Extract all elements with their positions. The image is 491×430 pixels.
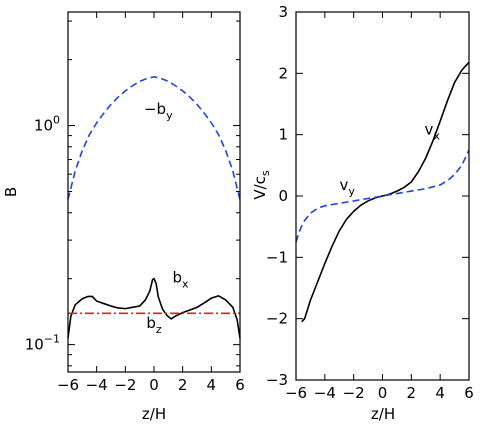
x-tick-label: −6 bbox=[57, 376, 79, 394]
right-x-axis-title: z/H bbox=[371, 405, 395, 423]
annotation-vy_label: vy bbox=[339, 176, 355, 198]
x-tick-label: 0 bbox=[378, 384, 388, 402]
x-tick-label: −2 bbox=[343, 384, 365, 402]
annotation-vx_label: vx bbox=[425, 121, 441, 143]
x-tick-label: −6 bbox=[285, 384, 307, 402]
x-tick-label: 6 bbox=[235, 376, 245, 394]
x-tick-label: 6 bbox=[464, 384, 474, 402]
x-tick-label: 0 bbox=[149, 376, 159, 394]
left-axis-ticks: −6 −4 −2 0 2 4 6 10−1 100 bbox=[25, 12, 245, 394]
annotation-bx_label: bx bbox=[172, 269, 189, 291]
right-y-axis-title: V/cs bbox=[251, 170, 272, 200]
series-vy-line bbox=[295, 149, 470, 243]
series-vx-line bbox=[301, 61, 470, 323]
y-tick-label: 100 bbox=[34, 114, 60, 135]
right-series-layer: vx vy bbox=[295, 61, 470, 323]
left-x-axis-title: z/H bbox=[142, 405, 166, 423]
left-y-axis-title: B bbox=[2, 187, 20, 197]
annotation-neg_by_label: −by bbox=[144, 100, 173, 122]
annotation-bz_label: bz bbox=[146, 314, 162, 336]
y-tick-label: −3 bbox=[266, 371, 288, 389]
y-tick-label: 10−1 bbox=[25, 333, 60, 354]
y-tick-label: 1 bbox=[278, 126, 288, 144]
left-series-layer: −by bx bz bbox=[67, 75, 241, 339]
x-tick-label: 2 bbox=[178, 376, 188, 394]
y-tick-label: −2 bbox=[266, 310, 288, 328]
x-tick-label: −4 bbox=[314, 384, 336, 402]
series-neg_by-line bbox=[67, 75, 241, 200]
x-tick-label: 2 bbox=[407, 384, 417, 402]
y-tick-label: 0 bbox=[278, 187, 288, 205]
x-tick-label: −4 bbox=[86, 376, 108, 394]
y-tick-label: 2 bbox=[278, 64, 288, 82]
x-tick-label: 4 bbox=[435, 384, 445, 402]
x-tick-label: 4 bbox=[207, 376, 217, 394]
right-y-axis-title-main: V/c bbox=[251, 176, 269, 200]
y-tick-label: −1 bbox=[266, 248, 288, 266]
series-bx-line bbox=[67, 277, 241, 339]
x-tick-label: −2 bbox=[114, 376, 136, 394]
right-y-axis-title-group: V/cs bbox=[251, 170, 272, 200]
right-y-axis-title-sub: s bbox=[259, 170, 272, 176]
y-tick-label: 3 bbox=[278, 3, 288, 21]
left-panel-b-field: −by bx bz −6 −4 −2 0 2 4 6 10−1 100 z/H B bbox=[2, 11, 245, 423]
